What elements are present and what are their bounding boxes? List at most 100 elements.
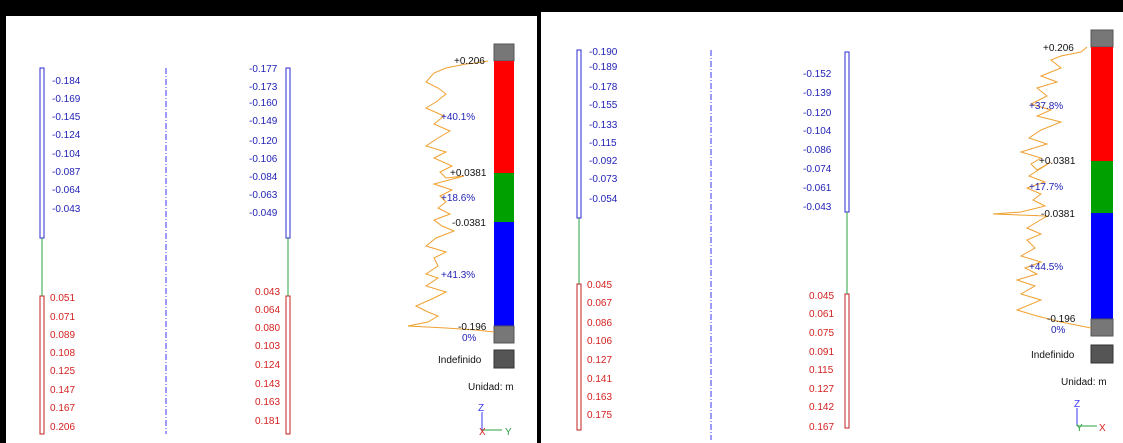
scale-min-value: -0.196: [458, 322, 487, 333]
deviation-label: 0.115: [809, 365, 834, 376]
deviation-label: 0.071: [50, 312, 75, 323]
deviation-label: -0.120: [803, 108, 832, 119]
deviation-label: 0.051: [50, 293, 75, 304]
deviation-label: -0.064: [52, 185, 81, 196]
unit-label: Unidad: m: [1061, 377, 1107, 388]
deviation-label: -0.054: [589, 194, 618, 205]
deviation-label: 0.089: [50, 330, 75, 341]
deviation-label: 0.064: [255, 305, 280, 316]
deviation-label: -0.145: [52, 112, 81, 123]
profile-bar-col2: [285, 67, 291, 435]
deviation-view-left: -0.184 -0.169 -0.145 -0.124 -0.104 -0.08…: [39, 43, 515, 438]
deviation-label: -0.104: [803, 126, 832, 137]
axis-triad-icon: Z Y X: [1074, 399, 1106, 434]
deviation-label: 0.043: [255, 287, 280, 298]
deviation-label: 0.143: [255, 379, 280, 390]
deviation-label: -0.043: [803, 202, 832, 213]
deviation-label: 0.108: [50, 348, 75, 359]
deviation-label: 0.061: [809, 309, 834, 320]
deviation-label: 0.124: [255, 360, 280, 371]
scale-max-value: +0.206: [454, 56, 485, 67]
deviation-label: 0.175: [587, 410, 612, 421]
deviation-panel-right: -0.190 -0.189 -0.178 -0.155 -0.133 -0.11…: [541, 0, 1123, 443]
deviation-label: -0.149: [249, 116, 278, 127]
axis-x-label: X: [1099, 423, 1106, 434]
axis-triad-icon: Z X Y: [478, 403, 512, 438]
scale-pct-red: +37.8%: [1029, 101, 1063, 112]
deviation-label: 0.125: [50, 366, 75, 377]
col1-positive-labels: 0.051 0.071 0.089 0.108 0.125 0.147 0.16…: [50, 293, 75, 433]
col2-positive-labels: 0.045 0.061 0.075 0.091 0.115 0.127 0.14…: [809, 291, 834, 433]
deviation-label: 0.147: [50, 385, 75, 396]
deviation-label: 0.091: [809, 347, 834, 358]
deviation-label: -0.086: [803, 145, 832, 156]
deviation-label: -0.043: [52, 204, 81, 215]
deviation-label: 0.141: [587, 374, 612, 385]
scale-min-value: -0.196: [1047, 314, 1076, 325]
profile-bar-col1: [576, 49, 582, 431]
scale-upper-value: +0.0381: [1039, 156, 1076, 167]
deviation-label: 0.181: [255, 416, 280, 427]
col2-positive-labels: 0.043 0.064 0.080 0.103 0.124 0.143 0.16…: [255, 287, 280, 427]
deviation-label: 0.075: [809, 328, 834, 339]
deviation-label: 0.103: [255, 341, 280, 352]
deviation-label: -0.184: [52, 76, 81, 87]
scale-pct-red: +40.1%: [441, 112, 475, 123]
scale-labels: +0.206 +37.8% +0.0381 +17.7% -0.0381 +44…: [1029, 43, 1076, 336]
profile-bar-col1: [39, 67, 45, 435]
deviation-label: -0.177: [249, 64, 278, 75]
deviation-label: 0.045: [809, 291, 834, 302]
deviation-label: 0.167: [50, 403, 75, 414]
deviation-label: 0.080: [255, 323, 280, 334]
deviation-label: -0.155: [589, 100, 618, 111]
deviation-label: -0.120: [249, 136, 278, 147]
color-scale-bar: [493, 43, 515, 344]
deviation-label: -0.092: [589, 156, 618, 167]
col1-positive-labels: 0.045 0.067 0.086 0.106 0.127 0.141 0.16…: [587, 280, 612, 421]
deviation-histogram: [407, 60, 495, 333]
deviation-label: -0.133: [589, 120, 618, 131]
deviation-view-right: -0.190 -0.189 -0.178 -0.155 -0.133 -0.11…: [576, 29, 1114, 440]
deviation-label: 0.045: [587, 280, 612, 291]
deviation-label: 0.163: [587, 392, 612, 403]
deviation-label: 0.086: [587, 318, 612, 329]
axis-y-label: Y: [505, 427, 512, 438]
deviation-label: -0.178: [589, 82, 618, 93]
scale-labels: +0.206 +40.1% +0.0381 +18.6% -0.0381 +41…: [441, 56, 487, 344]
col1-negative-labels: -0.184 -0.169 -0.145 -0.124 -0.104 -0.08…: [52, 76, 81, 215]
deviation-label: -0.139: [803, 88, 832, 99]
deviation-label: -0.073: [589, 174, 618, 185]
deviation-label: -0.124: [52, 130, 81, 141]
col2-negative-labels: -0.177 -0.173 -0.160 -0.149 -0.120 -0.10…: [249, 64, 278, 219]
color-scale-bar: [1090, 29, 1114, 337]
deviation-label: -0.106: [249, 154, 278, 165]
scale-pct-green: +18.6%: [441, 193, 475, 204]
deviation-label: -0.189: [589, 62, 618, 73]
deviation-histogram: [992, 46, 1092, 329]
deviation-label: -0.104: [52, 149, 81, 160]
deviation-label: 0.127: [587, 355, 612, 366]
deviation-label: 0.167: [809, 422, 834, 433]
deviation-label: -0.049: [249, 208, 278, 219]
scale-pct-bottom: 0%: [1051, 325, 1066, 336]
deviation-label: 0.163: [255, 397, 280, 408]
profile-bar-col2: [844, 51, 850, 429]
undefined-label: Indefinido: [438, 355, 482, 366]
deviation-label: 0.206: [50, 422, 75, 433]
axis-x-label: X: [479, 427, 486, 438]
deviation-label: -0.160: [249, 98, 278, 109]
deviation-label: 0.127: [809, 384, 834, 395]
scale-pct-bottom: 0%: [462, 333, 477, 344]
deviation-label: 0.106: [587, 336, 612, 347]
deviation-label: -0.115: [589, 138, 617, 149]
undefined-swatch: [1090, 344, 1114, 364]
scale-pct-green: +17.7%: [1029, 182, 1063, 193]
scale-upper-value: +0.0381: [450, 168, 487, 179]
axis-z-label: Z: [478, 403, 484, 414]
scale-lower-value: -0.0381: [1041, 209, 1075, 220]
unit-label: Unidad: m: [468, 382, 514, 393]
deviation-label: -0.061: [803, 183, 832, 194]
deviation-label: 0.142: [809, 402, 834, 413]
deviation-label: -0.084: [249, 172, 278, 183]
scale-pct-blue: +41.3%: [441, 270, 475, 281]
